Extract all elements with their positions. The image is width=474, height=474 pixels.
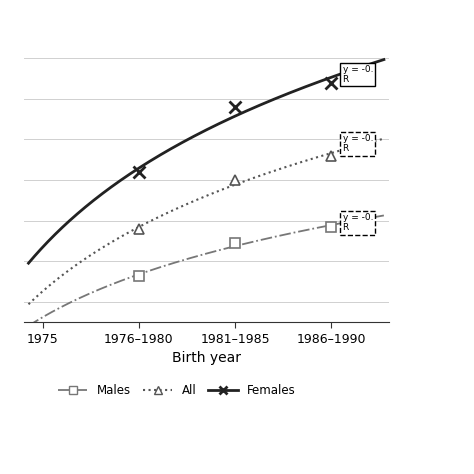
Legend: Males, All, Females: Males, All, Females	[53, 379, 301, 402]
X-axis label: Birth year: Birth year	[172, 351, 241, 365]
Text: y = -0.
R: y = -0. R	[343, 65, 373, 84]
Text: y = -0.
R: y = -0. R	[343, 134, 373, 153]
Text: y = -0.
R: y = -0. R	[343, 213, 373, 232]
